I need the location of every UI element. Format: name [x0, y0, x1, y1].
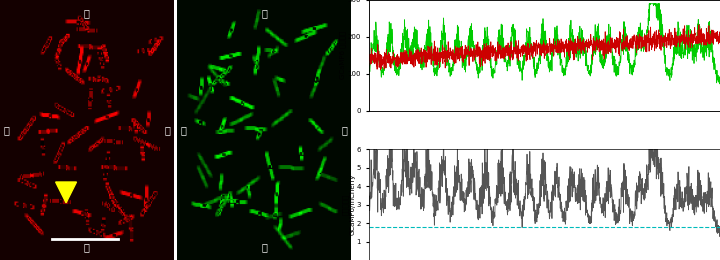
Text: 左: 左: [342, 125, 348, 135]
Text: 右: 右: [4, 125, 9, 135]
Text: 左: 左: [164, 125, 171, 135]
Polygon shape: [55, 182, 76, 203]
Text: 前: 前: [84, 8, 90, 18]
Text: 後: 後: [84, 242, 90, 252]
Y-axis label: GCaMP6 蛍光強度: GCaMP6 蛍光強度: [340, 31, 346, 80]
Y-axis label: 蛍光強度比
GCaMP6/mCherry: 蛍光強度比 GCaMP6/mCherry: [342, 174, 355, 235]
Text: 前: 前: [261, 8, 267, 18]
Text: 後: 後: [261, 242, 267, 252]
Text: 右: 右: [181, 125, 186, 135]
